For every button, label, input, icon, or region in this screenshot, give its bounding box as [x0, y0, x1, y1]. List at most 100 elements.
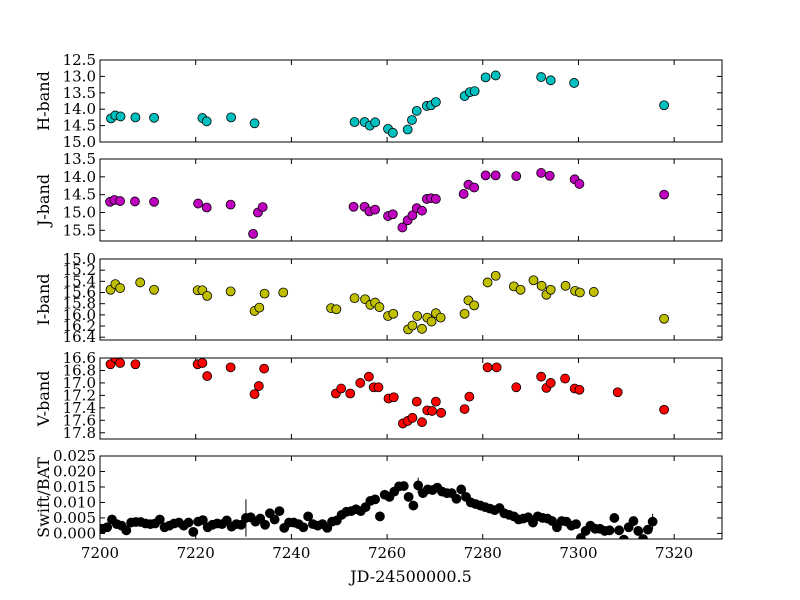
swift-point: [451, 493, 462, 504]
iband-point: [588, 287, 599, 297]
swift-point: [102, 522, 113, 533]
vband-point: [459, 404, 470, 414]
jband-point: [370, 204, 381, 215]
swift-point: [197, 515, 208, 526]
swift-y-axis-label: Swift/BAT: [34, 457, 53, 538]
iband-point: [659, 313, 670, 324]
iband-y-axis-label: I-band: [34, 273, 53, 325]
vband-point: [464, 391, 475, 402]
jband-point: [201, 202, 212, 213]
swift-point: [408, 500, 419, 511]
hband-point: [480, 72, 491, 83]
vband-point: [411, 396, 422, 407]
jband-point: [574, 179, 585, 189]
jband-ytick-label: 14.0: [63, 168, 96, 186]
iband-point: [407, 320, 418, 331]
swift-point: [121, 525, 132, 536]
vband-point: [430, 396, 441, 407]
swift-point: [638, 534, 648, 539]
jband-point: [544, 170, 555, 181]
iband-point: [349, 293, 360, 304]
swift-point: [604, 525, 615, 536]
jband-point: [225, 199, 236, 210]
iband-point: [536, 280, 547, 291]
x-tick-label: 7200: [81, 544, 119, 562]
iband-point: [259, 288, 270, 299]
hband-point: [411, 105, 422, 116]
swift-point: [183, 517, 194, 528]
hband-point: [490, 70, 501, 81]
vband-point: [659, 404, 670, 415]
jband-point: [130, 196, 140, 207]
iband-point: [135, 277, 146, 288]
iband-ytick-label: 16.4: [63, 328, 96, 346]
hband-series: [106, 70, 670, 138]
swift-point: [642, 524, 653, 535]
jband-point: [469, 182, 480, 193]
vband-point: [336, 383, 347, 394]
hband-point: [569, 78, 580, 88]
swift-point: [571, 519, 581, 530]
jband-point: [149, 196, 159, 207]
iband-point: [202, 290, 213, 301]
vband-point: [612, 387, 623, 398]
vband-point: [373, 382, 384, 393]
hband-point: [659, 100, 670, 111]
hband-point: [402, 124, 413, 135]
swift-ytick-label: 0.025: [53, 447, 96, 465]
hband-axes-frame: [99, 59, 723, 143]
panels-group: 12.513.013.514.014.515.0H-band13.514.014…: [34, 51, 723, 562]
jband-point: [397, 222, 408, 233]
vband-ytick-label: 17.6: [63, 411, 96, 429]
jband-point: [480, 170, 491, 181]
jband-axes-frame: [99, 158, 723, 242]
swift-point: [619, 534, 629, 539]
vband-point: [249, 389, 260, 400]
vband-ytick-label: 17.8: [63, 424, 96, 442]
vband-point: [197, 358, 208, 368]
jband-point: [536, 168, 547, 178]
iband-point: [528, 275, 539, 286]
jband-point: [490, 170, 501, 181]
hband-point: [115, 111, 126, 122]
jband-point: [257, 202, 268, 213]
swift-point: [628, 516, 639, 526]
vband-point: [115, 358, 125, 368]
iband-series: [105, 270, 670, 335]
iband-ytick-label: 15.4: [63, 272, 96, 290]
vband-point: [259, 363, 270, 374]
hband-point: [536, 72, 547, 82]
vband-point: [388, 392, 399, 403]
vband-point: [355, 378, 366, 388]
vband-point: [491, 362, 502, 373]
swift-axes-frame: [99, 455, 723, 540]
swift-point: [413, 480, 424, 491]
swift-point: [260, 519, 270, 530]
vband-ytick-label: 17.4: [63, 399, 96, 417]
vband-point: [536, 371, 547, 382]
jband-point: [248, 228, 259, 239]
x-tick-label: 7280: [464, 544, 502, 562]
iband-ytick-label: 15.0: [63, 250, 96, 268]
swift-point: [298, 522, 309, 533]
vband-y-axis-label: V-band: [34, 371, 53, 428]
jband-point: [407, 210, 418, 221]
hband-point: [349, 117, 360, 127]
iband-point: [149, 284, 159, 295]
swift-point: [614, 525, 625, 536]
iband-axes-frame: [99, 258, 723, 341]
vband-point: [225, 362, 236, 373]
x-tick-label: 7220: [177, 544, 215, 562]
vband-point: [482, 362, 493, 373]
vband-point: [253, 381, 264, 391]
vband-ytick-label: 17.0: [63, 374, 96, 392]
vband-point: [130, 359, 141, 370]
jband-panel: 13.514.014.515.015.5 J-band: [34, 150, 723, 242]
vband-point: [545, 378, 556, 388]
iband-point: [115, 283, 125, 293]
jband-ytick-label: 13.5: [63, 150, 96, 168]
hband-point: [249, 118, 260, 129]
hband-point: [149, 112, 159, 123]
jband-ytick-label: 14.5: [63, 186, 96, 204]
